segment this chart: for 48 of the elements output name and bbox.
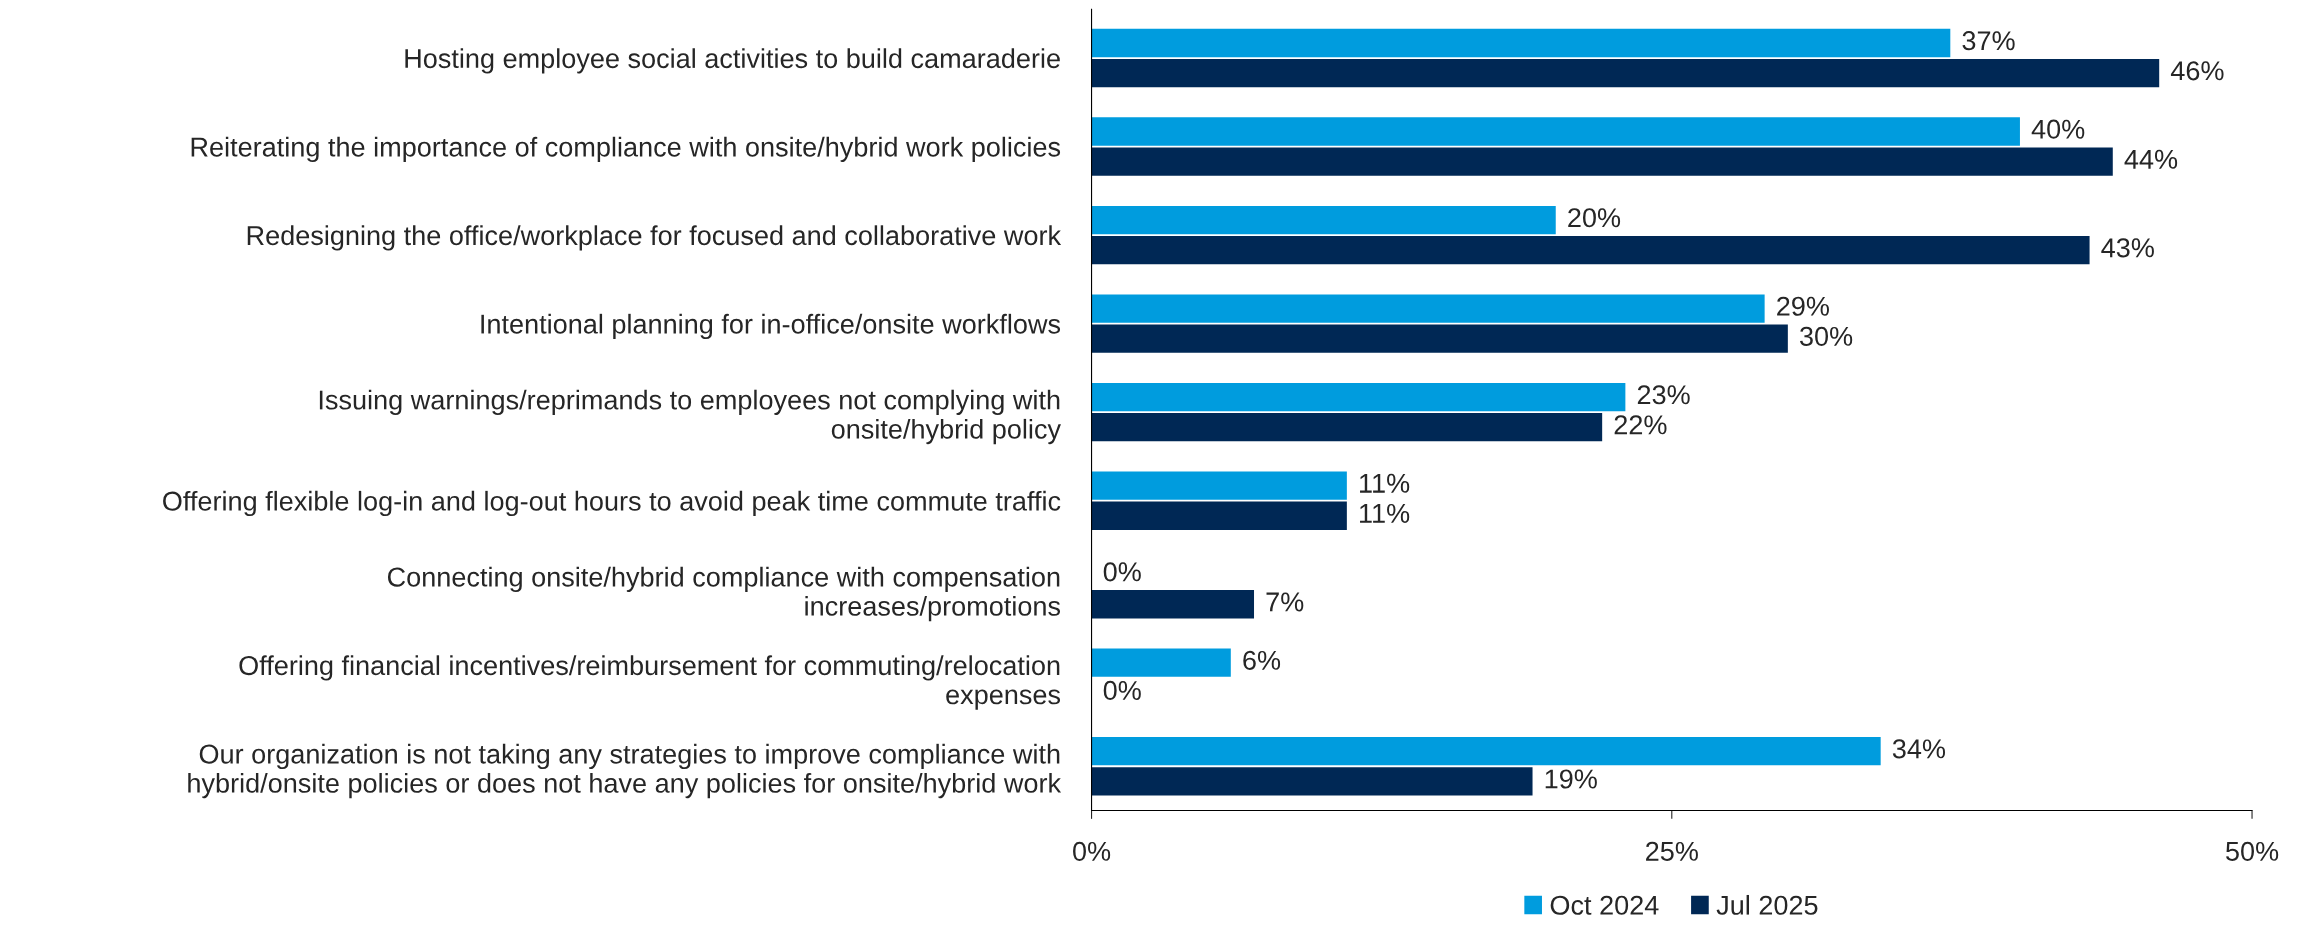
- y-tick-label: Reiterating the importance of compliance with onsite/hybrid work policies: [191, 136, 1061, 163]
- data-label: 7%: [1266, 592, 1304, 612]
- data-label: 37%: [1962, 31, 2015, 51]
- data-label: 0%: [1103, 680, 1141, 701]
- y-tick-label: Issuing warnings/reprimands to employees not complying with onsite/hybrid policy: [319, 389, 1061, 445]
- y-tick-label: Hosting employee social activities to build camaraderie: [405, 48, 1060, 74]
- y-tick-label: Offering financial incentives/reimbursement for commuting/relocation expenses: [239, 655, 1061, 710]
- data-label: 11%: [1360, 473, 1410, 493]
- y-tick-label: Offering flexible log-in and log-out hours to avoid peak time commute traffic: [163, 490, 1061, 517]
- bar: [1091, 767, 1533, 796]
- bar: [1091, 382, 1626, 412]
- data-label: 11%: [1360, 503, 1410, 523]
- bar: [1091, 413, 1603, 442]
- data-label: 43%: [2101, 238, 2154, 258]
- legend-label: Oct 2024: [1550, 895, 1659, 915]
- bar: [1091, 205, 1556, 235]
- bar: [1091, 235, 2090, 265]
- x-tick-label: 50%: [2226, 841, 2279, 861]
- bar: [1091, 117, 2020, 146]
- x-tick-label: 0%: [1073, 841, 1111, 861]
- data-label: 20%: [1568, 208, 1621, 228]
- bar: [1091, 58, 2160, 88]
- bar: [1091, 471, 1347, 500]
- data-label: 29%: [1777, 296, 1829, 316]
- y-tick-label: Connecting onsite/hybrid compliance with compensation increases/promotions: [387, 566, 1061, 622]
- y-tick-label: Our organization is not taking any strategies to improve compliance with hybrid/onsite policies or does not have any policies for onsite/hybrid work: [188, 743, 1062, 799]
- bar: [1091, 501, 1347, 530]
- data-label: 6%: [1243, 650, 1281, 670]
- bar: [1091, 648, 1231, 677]
- bar: [1091, 324, 1788, 353]
- data-label: 22%: [1614, 415, 1667, 435]
- data-label: 44%: [2124, 149, 2178, 169]
- bar: [1091, 28, 1951, 58]
- data-label: 46%: [2170, 61, 2224, 81]
- data-label: 0%: [1103, 562, 1141, 582]
- data-label: 40%: [2031, 119, 2085, 139]
- data-label: 30%: [1799, 326, 1853, 346]
- bar: [1091, 590, 1255, 619]
- bar: [1091, 294, 1765, 323]
- data-label: 34%: [1892, 739, 1946, 759]
- bar: [1091, 737, 1881, 766]
- bar: [1091, 147, 2113, 176]
- data-label: 19%: [1545, 769, 1597, 789]
- y-tick-label: Intentional planning for in-office/onsite workflows: [481, 313, 1061, 340]
- data-label: 23%: [1637, 385, 1690, 405]
- y-tick-label: Redesigning the office/workplace for focused and collaborative work: [247, 225, 1062, 251]
- x-tick-label: 25%: [1646, 841, 1698, 861]
- legend-label: Jul 2025: [1716, 894, 1818, 915]
